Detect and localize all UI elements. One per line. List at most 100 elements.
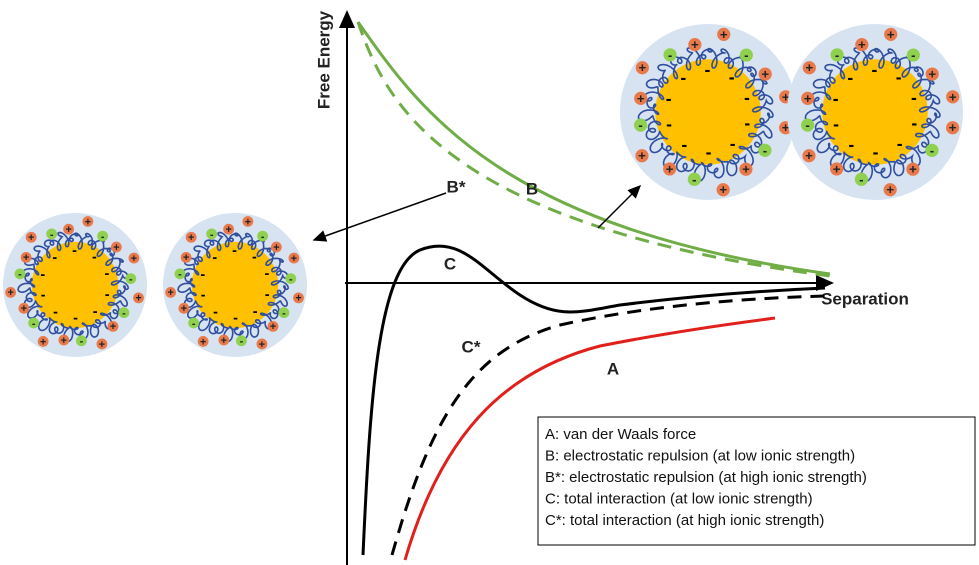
ion-sign: + <box>225 224 231 236</box>
surface-charge: - <box>897 134 903 154</box>
ion-sign: - <box>744 48 748 63</box>
ion-sign: + <box>259 339 265 351</box>
ion-sign: + <box>131 253 137 265</box>
ion-sign: - <box>805 118 809 133</box>
surface-charge: - <box>666 114 672 134</box>
ion-sign: + <box>833 161 841 176</box>
surface-charge: - <box>729 67 735 87</box>
ion-sign: - <box>178 269 182 281</box>
surface-charge: - <box>52 250 57 266</box>
ion-sign: + <box>666 161 674 176</box>
ion-sign: + <box>638 148 646 163</box>
ion-sign: + <box>188 232 194 244</box>
particle: ----------+-++-++-++-++-++-++- <box>3 213 147 357</box>
ion-sign: - <box>192 318 196 330</box>
legend-entry: C: total interaction (at low ionic stren… <box>545 490 813 507</box>
ion-sign: + <box>245 216 251 228</box>
ion-sign: + <box>909 162 917 177</box>
surface-charge: - <box>73 310 78 326</box>
surface-charge: - <box>213 304 218 320</box>
surface-charge: - <box>252 249 257 265</box>
ion-sign: + <box>40 336 46 348</box>
ion-sign: + <box>804 91 812 106</box>
ion-sign: - <box>911 48 915 63</box>
surface-charge: - <box>680 68 686 88</box>
surface-charge: - <box>730 134 736 154</box>
surface-charge: - <box>744 87 750 107</box>
ion-sign: + <box>21 303 27 315</box>
diagram: ----------+-++-++-++-++-++-++-----------… <box>0 0 979 565</box>
curve-label: A <box>607 359 619 378</box>
ion-sign: + <box>99 339 105 351</box>
legend-entry: C*: total interaction (at high ionic str… <box>545 512 824 529</box>
ion-sign: - <box>122 307 126 319</box>
ion-sign: + <box>637 91 645 106</box>
ion-sign: - <box>129 273 133 285</box>
ion-sign: + <box>7 287 13 299</box>
surface-charge: - <box>833 114 839 134</box>
ion-sign: - <box>210 229 214 241</box>
pointer-arrow <box>314 193 446 240</box>
surface-charge: - <box>704 59 710 79</box>
surface-charge: - <box>896 67 902 87</box>
ion-sign: + <box>691 37 699 52</box>
surface-charge: - <box>871 59 877 79</box>
curve-label: B* <box>447 177 466 196</box>
ion-sign: + <box>858 37 866 52</box>
surface-charge: - <box>201 288 206 304</box>
ion-sign: + <box>742 162 750 177</box>
surface-charge: - <box>847 68 853 88</box>
legend-entry: B*: electrostatic repulsion (at high ion… <box>545 469 867 486</box>
ion-sign: + <box>200 336 206 348</box>
surface-charge: - <box>233 310 238 326</box>
ion-sign: - <box>859 172 863 187</box>
surface-charge: - <box>911 113 917 133</box>
ion-sign: + <box>805 60 813 75</box>
ion-sign: + <box>61 335 67 347</box>
curve-label: C* <box>462 337 481 356</box>
ion-sign: + <box>291 253 297 265</box>
surface-charge: - <box>93 304 98 320</box>
ion-sign: + <box>65 224 71 236</box>
ion-sign: - <box>50 229 54 241</box>
surface-charge: - <box>253 304 258 320</box>
surface-charge: - <box>200 267 205 283</box>
ion-sign: + <box>23 252 29 264</box>
surface-charge: - <box>706 142 712 162</box>
surface-charge: - <box>105 287 110 303</box>
particle: ----------+-++-++-++-++-++ <box>787 24 963 200</box>
ion-sign: + <box>761 67 769 82</box>
ion-sign: + <box>273 242 279 254</box>
ion-sign: - <box>261 231 265 243</box>
x-axis-label: Separation <box>821 289 909 308</box>
ion-sign: - <box>80 336 84 348</box>
surface-charge: - <box>72 243 77 259</box>
surface-charge: - <box>53 304 58 320</box>
ion-sign: + <box>28 232 34 244</box>
surface-charge: - <box>666 88 672 108</box>
ion-sign: + <box>113 242 119 254</box>
particle: ----------+-++-++-++-++-++ <box>620 24 796 200</box>
ion-sign: + <box>85 216 91 228</box>
ion-sign: + <box>887 27 895 42</box>
ion-sign: + <box>719 182 727 197</box>
ion-sign: + <box>110 321 116 333</box>
pointer-arrow <box>598 186 640 228</box>
ion-sign: - <box>32 318 36 330</box>
ion-sign: + <box>720 27 728 42</box>
surface-charge: - <box>92 249 97 265</box>
ion-sign: - <box>638 118 642 133</box>
ion-sign: + <box>886 182 894 197</box>
ion-sign: + <box>949 89 957 104</box>
ion-sign: + <box>183 252 189 264</box>
particles: ----------+-++-++-++-++-++-++-----------… <box>3 24 963 357</box>
ion-sign: + <box>295 293 301 305</box>
legend-entry: A: van der Waals force <box>545 426 696 443</box>
ion-sign: - <box>835 47 839 62</box>
ion-sign: - <box>668 47 672 62</box>
ion-sign: - <box>282 307 286 319</box>
surface-charge: - <box>911 87 917 107</box>
surface-charge: - <box>848 134 854 154</box>
ion-sign: - <box>289 273 293 285</box>
ion-sign: + <box>181 303 187 315</box>
